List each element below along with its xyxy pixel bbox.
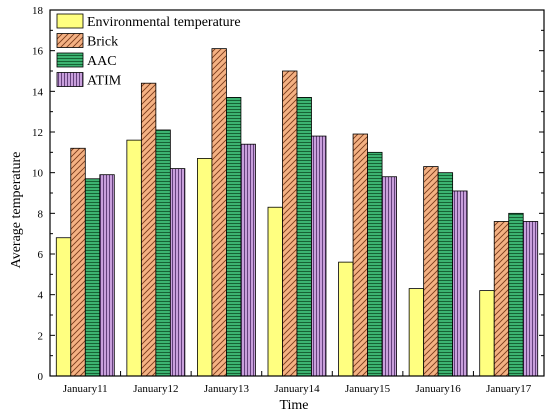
bar-aac-january13 <box>226 97 242 377</box>
y-tick-label: 10 <box>32 168 44 180</box>
bar-environmental-temperature-january11 <box>55 237 72 377</box>
bar-brick-january14 <box>282 70 298 377</box>
x-ticks: January11 January12 January13 January14 Janu… <box>49 371 545 395</box>
bar-atim-january16 <box>452 190 468 377</box>
x-tick-label: January14 <box>274 383 320 395</box>
x-tick-label: January12 <box>133 383 178 395</box>
x-tick-label: January13 <box>204 383 250 395</box>
bar-atim-january17 <box>522 221 539 377</box>
bar-atim-january11 <box>99 174 115 377</box>
bar-environmental-temperature-january14 <box>267 206 283 377</box>
x-tick-label: January11 <box>63 383 108 395</box>
bar-brick-january13 <box>211 48 227 377</box>
bar-atim-january15 <box>381 176 397 377</box>
bar-aac-january11 <box>84 178 101 377</box>
bar-brick-january11 <box>70 147 86 377</box>
legend-label: Environmental temperature <box>87 15 241 30</box>
legend-swatch <box>56 13 84 29</box>
legend-swatch <box>56 52 84 68</box>
bar-aac-january12 <box>155 129 171 377</box>
x-axis-label: Time <box>279 398 308 413</box>
y-tick-label: 2 <box>38 330 44 342</box>
y-tick-label: 8 <box>38 208 44 220</box>
bar-brick-january16 <box>423 166 439 377</box>
bar-brick-january17 <box>493 221 510 377</box>
y-tick-label: 12 <box>32 127 43 139</box>
legend-swatch <box>56 33 84 48</box>
legend-label: Brick <box>87 35 118 50</box>
bar-atim-january12 <box>169 168 186 377</box>
bar-environmental-temperature-january12 <box>126 139 142 377</box>
bar-environmental-temperature-january17 <box>479 290 495 377</box>
y-tick-label: 4 <box>38 290 44 302</box>
bars-layer <box>55 48 539 377</box>
bar-brick-january12 <box>140 82 157 377</box>
bar-aac-january14 <box>296 97 312 377</box>
legend-swatch <box>56 72 84 87</box>
bar-environmental-temperature-january15 <box>338 261 354 377</box>
y-axis-label: Average temperature <box>9 152 24 269</box>
x-tick-label: January17 <box>486 383 532 395</box>
x-tick-label: January15 <box>345 383 391 395</box>
y-tick-label: 0 <box>38 371 44 383</box>
bar-brick-january15 <box>352 133 368 377</box>
legend: Environmental temperature Brick AAC ATIM <box>56 13 241 89</box>
legend-label: AAC <box>87 54 117 69</box>
bar-aac-january15 <box>367 151 383 377</box>
x-tick-label: January16 <box>416 383 462 395</box>
legend-label: ATIM <box>87 74 122 89</box>
bar-aac-january17 <box>508 212 524 377</box>
y-tick-label: 18 <box>32 5 44 17</box>
bar-aac-january16 <box>437 172 454 377</box>
bar-environmental-temperature-january16 <box>408 288 425 377</box>
y-ticks: 0 2 4 6 8 10 12 14 16 18 <box>32 5 544 383</box>
bar-environmental-temperature-january13 <box>197 158 213 377</box>
bar-atim-january14 <box>311 135 327 377</box>
y-tick-label: 14 <box>32 86 44 98</box>
bar-atim-january13 <box>240 143 256 377</box>
y-tick-label: 16 <box>32 46 44 58</box>
y-tick-label: 6 <box>38 249 44 261</box>
